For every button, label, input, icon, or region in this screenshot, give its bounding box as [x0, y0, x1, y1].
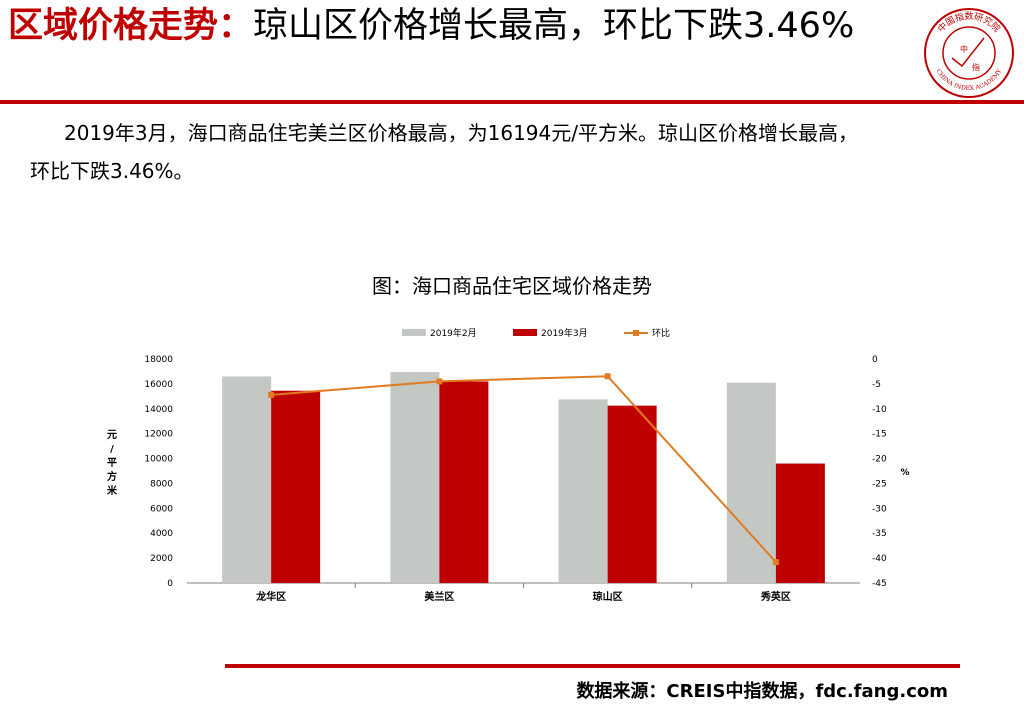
- y2-tick-label: -30: [872, 504, 887, 514]
- header-divider: [0, 100, 1024, 104]
- bar: [558, 399, 608, 583]
- bar: [607, 405, 657, 583]
- y-tick-label: 16000: [144, 380, 173, 390]
- legend-swatch-marker: [633, 330, 639, 336]
- data-source: 数据来源：CREIS中指数据，fdc.fang.com: [576, 681, 948, 702]
- line-point: [604, 373, 611, 380]
- summary-text: 2019年3月，海口商品住宅美兰区价格最高，为16194元/平方米。琼山区价格增…: [30, 114, 1000, 190]
- y-tick-label: 18000: [144, 355, 173, 365]
- y2-tick-label: -35: [872, 529, 887, 539]
- bar: [439, 381, 489, 583]
- y-axis-label-char: 方: [107, 470, 117, 483]
- y2-tick-label: -10: [872, 405, 887, 415]
- y-tick-label: 14000: [144, 405, 173, 415]
- line-point: [268, 391, 275, 398]
- chart-title: 图：海口商品住宅区域价格走势: [372, 274, 652, 298]
- legend-label: 2019年3月: [541, 327, 588, 339]
- category-label: 秀英区: [760, 590, 791, 603]
- category-label: 琼山区: [593, 590, 623, 603]
- bar: [222, 376, 272, 583]
- legend-label: 2019年2月: [430, 327, 477, 339]
- bar: [775, 463, 825, 583]
- title-highlight: 区域价格走势：: [8, 6, 254, 46]
- y2-tick-label: -15: [872, 430, 887, 440]
- page-title: 区域价格走势：琼山区价格增长最高，环比下跌3.46%: [8, 4, 908, 49]
- y2-axis-label: %: [900, 468, 909, 478]
- summary-line-1: 2019年3月，海口商品住宅美兰区价格最高，为16194元/平方米。琼山区价格增…: [64, 121, 858, 145]
- seal-text-top: 中国指数研究院: [935, 10, 1003, 35]
- line-series-huanbi: [271, 375, 777, 563]
- line-point: [436, 378, 443, 385]
- y2-tick-label: -40: [872, 554, 887, 564]
- china-index-academy-seal-icon: 中国指数研究院 CHINA INDEX ACADEMY 中 指: [924, 8, 1014, 98]
- y-axis-label-char: /: [110, 444, 114, 455]
- bar: [271, 390, 321, 583]
- y2-tick-label: 0: [872, 355, 878, 365]
- y-axis-label-char: 元: [107, 429, 117, 441]
- y-axis-label-char: 平: [107, 457, 117, 469]
- svg-text:中国指数研究院: 中国指数研究院: [935, 10, 1003, 35]
- seal-center-bottom: 指: [972, 62, 980, 72]
- y-tick-label: 0: [167, 579, 173, 589]
- y2-tick-label: -5: [872, 380, 881, 390]
- y2-tick-label: -20: [872, 455, 887, 465]
- y2-tick-label: -45: [872, 579, 887, 589]
- y-tick-label: 2000: [150, 554, 173, 564]
- y2-tick-label: -25: [872, 479, 887, 489]
- legend-swatch: [402, 329, 426, 336]
- category-label: 美兰区: [424, 590, 454, 603]
- bar: [726, 382, 776, 583]
- legend-label: 环比: [652, 327, 670, 339]
- y-tick-label: 6000: [150, 504, 173, 514]
- legend-swatch: [513, 329, 537, 336]
- y-tick-label: 10000: [144, 455, 173, 465]
- bar: [390, 372, 440, 583]
- y-tick-label: 8000: [150, 479, 173, 489]
- seal-center-top: 中: [960, 44, 968, 54]
- y-tick-label: 4000: [150, 529, 173, 539]
- price-trend-chart: 0 2000 4000 6000 8000 10000 12000 14000 16000 180…: [107, 327, 910, 603]
- summary-line-2: 环比下跌3.46%。: [30, 159, 194, 183]
- footer-divider: [225, 664, 960, 668]
- y-tick-label: 12000: [144, 430, 173, 440]
- y-axis-label-char: 米: [107, 484, 118, 497]
- category-label: 龙华区: [255, 590, 286, 603]
- line-point: [772, 559, 779, 566]
- title-rest: 琼山区价格增长最高，环比下跌3.46%: [253, 6, 855, 46]
